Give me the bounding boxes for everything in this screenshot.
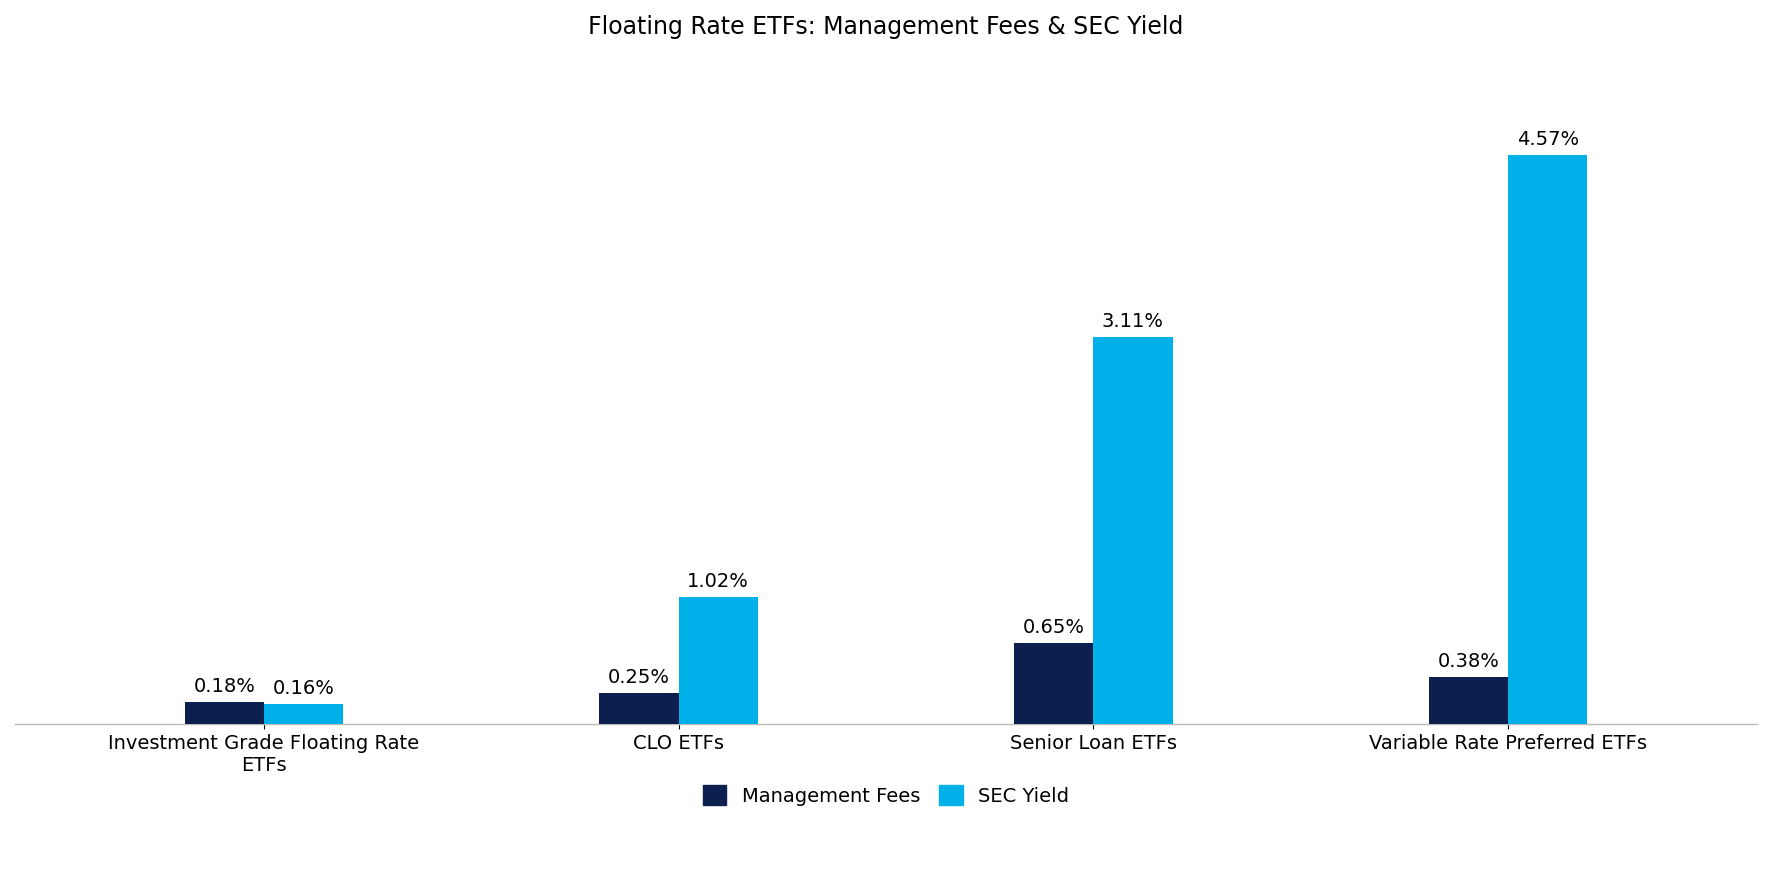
Text: 1.02%: 1.02% [688, 573, 750, 591]
Bar [1428, 677, 1508, 725]
Legend: Management Fees, SEC Yield: Management Fees, SEC Yield [695, 778, 1077, 813]
Bar [1093, 337, 1173, 725]
Text: 0.38%: 0.38% [1437, 652, 1499, 671]
Text: 4.57%: 4.57% [1517, 130, 1579, 150]
Bar [264, 704, 344, 725]
Bar [184, 702, 264, 725]
Bar [1014, 643, 1093, 725]
Bar [599, 693, 679, 725]
Text: 0.25%: 0.25% [608, 668, 670, 687]
Text: 0.18%: 0.18% [193, 677, 255, 696]
Text: 0.16%: 0.16% [273, 680, 335, 698]
Text: 0.65%: 0.65% [1022, 619, 1084, 637]
Bar [1508, 156, 1588, 725]
Title: Floating Rate ETFs: Management Fees & SEC Yield: Floating Rate ETFs: Management Fees & SE… [588, 15, 1184, 39]
Bar [679, 597, 758, 725]
Text: 3.11%: 3.11% [1102, 312, 1164, 331]
